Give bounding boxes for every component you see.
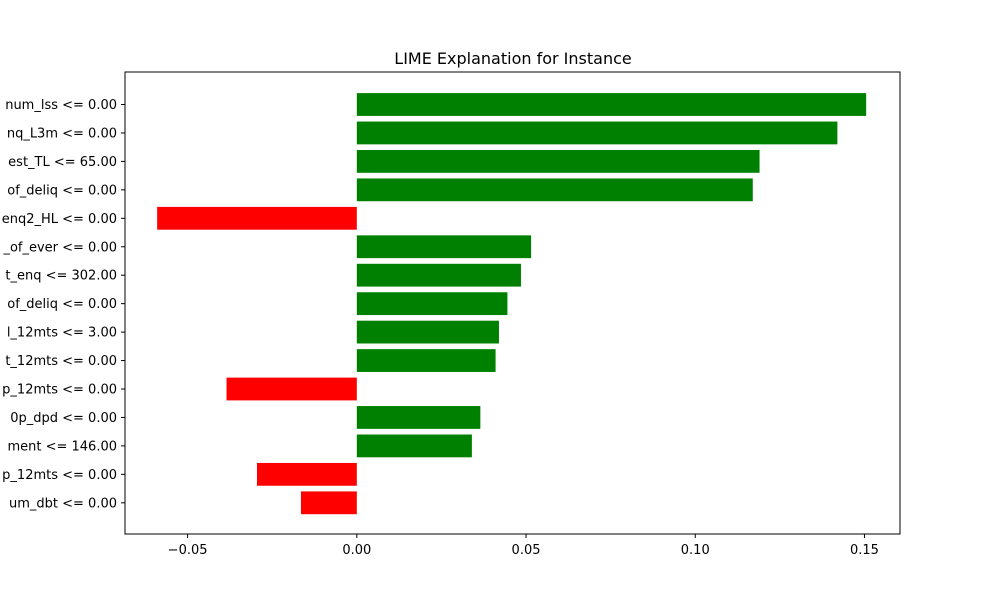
bars-group [157,93,867,515]
y-tick-label: est_TL <= 65.00 [8,155,117,170]
y-tick-label: 0p_dpd <= 0.00 [10,411,117,426]
x-axis: −0.05 0.00 0.05 0.10 0.15 [168,534,879,558]
y-tick-label: p_12mts <= 0.00 [2,468,117,483]
y-tick-label: t_enq <= 302.00 [5,269,117,284]
plot-frame [124,71,901,535]
bar [300,491,357,515]
y-tick-label: l_12mts <= 3.00 [7,326,117,341]
bar [356,178,753,202]
bar [356,292,508,316]
y-tick-label: num_lss <= 0.00 [5,98,117,113]
bar [356,93,867,116]
y-tick-label: ment <= 146.00 [7,439,117,454]
bar [356,406,481,429]
y-tick-label: of_deliq <= 0.00 [7,183,117,198]
y-tick-labels: num_lss <= 0.00 nq_L3m <= 0.00 est_TL <= 6… [2,98,125,511]
x-tick-label: 0.00 [342,543,371,558]
bar [356,235,532,259]
bar [356,121,838,145]
x-tick-label: 0.15 [850,543,879,558]
bar [356,150,760,173]
x-tick-label: 0.10 [681,543,710,558]
bar [256,462,357,486]
y-tick-label: of_deliq <= 0.00 [7,297,117,312]
y-tick-label: um_dbt <= 0.00 [9,496,117,511]
x-tick-label: −0.05 [168,543,208,558]
bar [356,434,472,458]
bar [157,206,357,230]
y-tick-label: enq2_HL <= 0.00 [2,212,117,227]
chart-title: LIME Explanation for Instance [394,49,631,68]
bar [356,349,496,372]
bar [356,263,521,287]
y-tick-label: p_12mts <= 0.00 [2,383,117,398]
bar [356,320,499,344]
x-tick-label: 0.05 [512,543,541,558]
y-tick-label: _of_ever <= 0.00 [2,240,117,255]
bar [226,377,357,401]
y-tick-label: nq_L3m <= 0.00 [7,126,117,141]
y-tick-label: t_12mts <= 0.00 [5,354,117,369]
